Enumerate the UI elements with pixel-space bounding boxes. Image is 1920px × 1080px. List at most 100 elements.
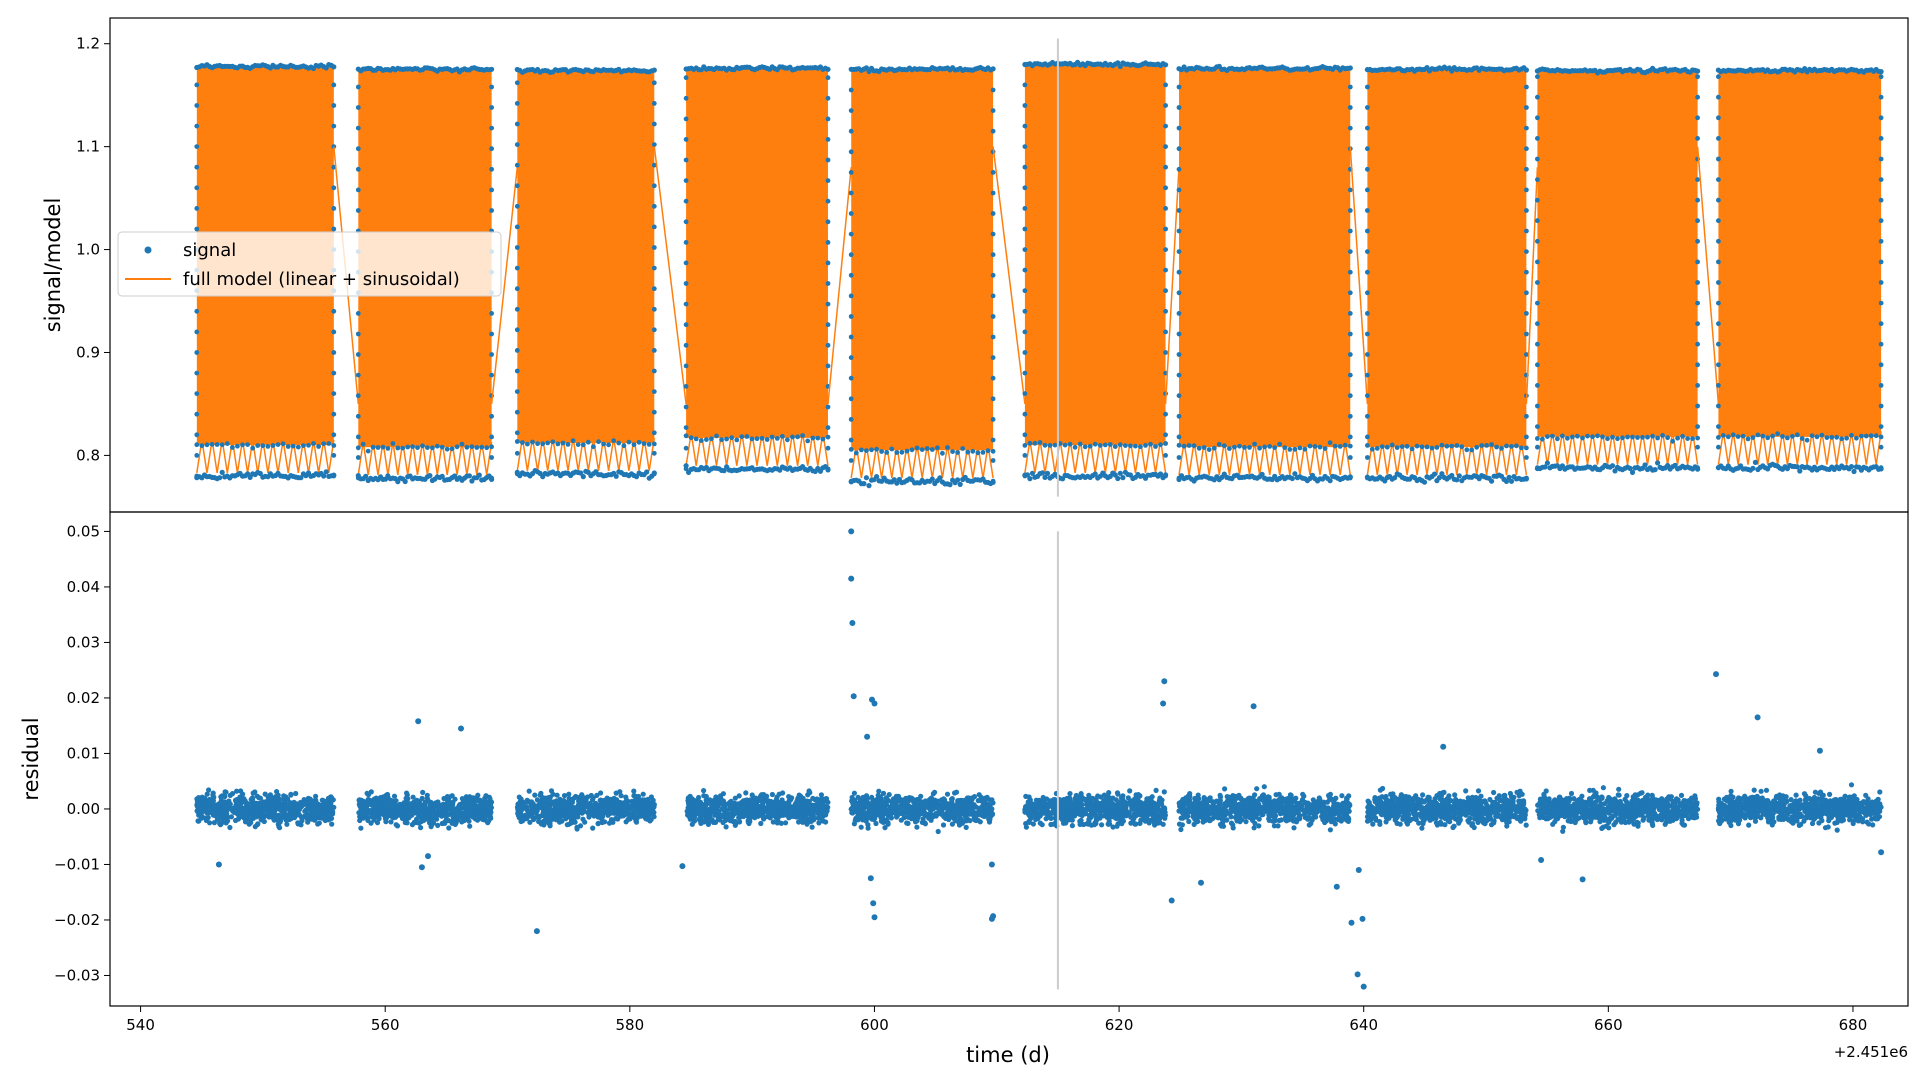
residual-point [696, 794, 702, 801]
signal-point [489, 372, 494, 378]
signal-point [683, 75, 689, 81]
residual-point [919, 819, 926, 826]
residual-point [439, 813, 445, 819]
signal-point [1365, 455, 1370, 460]
signal-point [990, 355, 996, 360]
signal-point [295, 444, 301, 450]
signal-point [1655, 460, 1661, 466]
signal-point [1282, 445, 1288, 450]
signal-point [1292, 446, 1298, 452]
signal-point [825, 178, 831, 184]
signal-point [1755, 432, 1761, 438]
signal-point [1489, 442, 1494, 447]
signal-point [990, 334, 996, 340]
signal-point [1347, 311, 1353, 316]
signal-point [194, 144, 200, 150]
signal-point [1550, 433, 1555, 439]
signal-point [1878, 383, 1884, 388]
residual-point [329, 806, 335, 813]
signal-point [1087, 443, 1093, 449]
signal-point [884, 450, 890, 455]
signal-point [1878, 238, 1884, 244]
signal-point [1163, 473, 1168, 479]
signal-point [636, 439, 642, 445]
signal-point [651, 80, 657, 86]
signal-point [194, 370, 200, 376]
signal-point [425, 445, 430, 450]
signal-point [194, 473, 200, 479]
y-tick-label: 1.1 [76, 138, 100, 156]
signal-point [1535, 424, 1540, 429]
residual-point [587, 811, 593, 818]
signal-point [848, 355, 854, 360]
signal-point [749, 436, 755, 442]
residual-point [238, 800, 244, 806]
signal-point [306, 442, 311, 448]
signal-point [1042, 474, 1048, 480]
signal-point [1027, 476, 1033, 482]
signal-point [331, 103, 337, 108]
signal-point [683, 322, 689, 328]
signal-point [990, 252, 996, 258]
residual-point [433, 800, 439, 806]
signal-point [1750, 465, 1756, 471]
residual-point [651, 804, 657, 810]
signal-point [1716, 383, 1721, 388]
residual-point [745, 819, 752, 825]
residual-point [956, 822, 963, 828]
signal-point [683, 363, 689, 369]
signal-point [970, 448, 976, 454]
signal-point [1365, 146, 1370, 152]
signal-point [1570, 434, 1575, 440]
signal-point [1775, 431, 1780, 437]
signal-point [1365, 290, 1370, 296]
signal-point [514, 121, 520, 127]
signal-point [651, 389, 657, 394]
signal-point [1365, 443, 1370, 448]
signal-point [683, 281, 689, 286]
residual-point [893, 793, 900, 800]
signal-point [331, 329, 337, 335]
residual-point [198, 812, 204, 819]
signal-point [489, 413, 494, 419]
signal-point [651, 348, 657, 353]
model-block [1537, 70, 1698, 437]
signal-point [1337, 444, 1343, 449]
y-tick-label: 0.8 [76, 446, 100, 464]
signal-point [1524, 455, 1529, 460]
residual-point [321, 813, 327, 820]
signal-point [1716, 94, 1721, 100]
signal-point [1158, 442, 1163, 448]
signal-point [739, 434, 745, 440]
residual-point [538, 821, 545, 827]
signal-point [1635, 435, 1640, 440]
signal-point [1176, 105, 1182, 110]
residual-point [701, 788, 707, 794]
residual-point [760, 798, 767, 805]
model-gap-line [827, 167, 852, 405]
residual-point [407, 801, 413, 807]
signal-point [1163, 185, 1168, 191]
residual-point [259, 812, 265, 818]
residual-point [357, 817, 363, 824]
residual-point [283, 794, 289, 800]
residual-point [686, 813, 692, 819]
signal-point [825, 466, 831, 472]
signal-point [1695, 403, 1700, 409]
model-gap-line [1696, 146, 1720, 404]
signal-point [644, 469, 650, 475]
signal-point [1716, 197, 1721, 203]
signal-point [1211, 445, 1217, 451]
residual-point [528, 813, 534, 819]
residual-point [416, 820, 422, 826]
residual-point [268, 794, 274, 800]
signal-point [1695, 280, 1700, 285]
signal-point [1347, 455, 1353, 460]
signal-point [651, 162, 657, 168]
residual-point [217, 807, 223, 813]
signal-point [1878, 280, 1884, 285]
signal-point [275, 442, 281, 447]
signal-point [1509, 444, 1514, 449]
signal-point [651, 224, 657, 230]
signal-point [194, 442, 200, 448]
